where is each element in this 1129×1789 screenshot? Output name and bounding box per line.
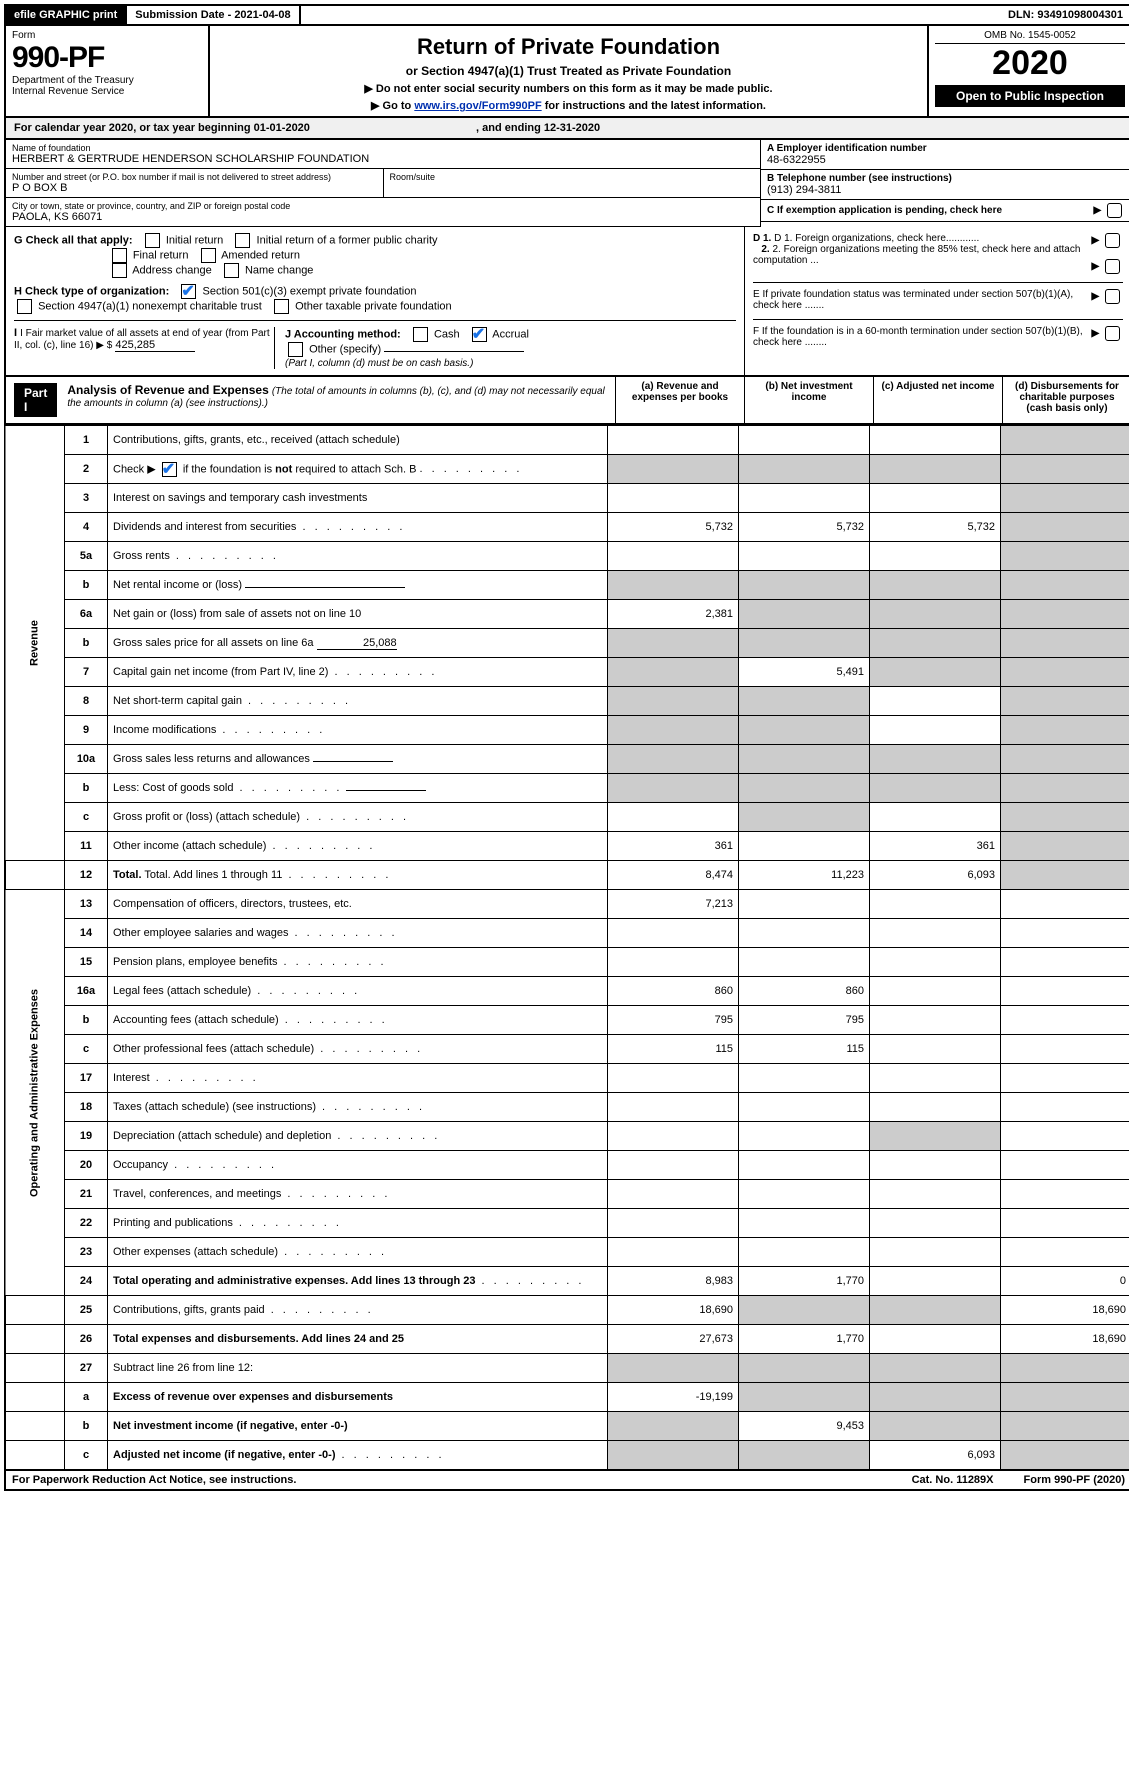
ssn-warning: ▶ Do not enter social security numbers o… — [218, 82, 919, 95]
form-title: Return of Private Foundation — [218, 34, 919, 60]
form-box: Form 990-PF Department of the Treasury I… — [6, 26, 210, 116]
cat-no: Cat. No. 11289X — [912, 1474, 994, 1486]
dept-1: Department of the Treasury — [12, 75, 202, 86]
city-cell: City or town, state or province, country… — [6, 198, 760, 227]
dln: DLN: 93491098004301 — [1000, 6, 1129, 24]
form-ref: Form 990-PF (2020) — [1024, 1474, 1125, 1486]
dept-2: Internal Revenue Service — [12, 86, 202, 97]
cb-cash[interactable] — [413, 327, 428, 342]
room-cell: Room/suite — [383, 169, 761, 198]
footer: For Paperwork Reduction Act Notice, see … — [4, 1471, 1129, 1491]
g-row: G Check all that apply: Initial return I… — [14, 233, 736, 278]
fmv-value: 425,285 — [115, 339, 195, 352]
cb-schb[interactable] — [162, 462, 177, 477]
col-b-hdr: (b) Net investment income — [744, 377, 873, 423]
cb-d2[interactable] — [1105, 259, 1120, 274]
cb-initial-return[interactable] — [145, 233, 160, 248]
cb-f[interactable] — [1105, 326, 1120, 341]
form-word: Form — [12, 30, 202, 41]
year-box: OMB No. 1545-0052 2020 Open to Public In… — [929, 26, 1129, 116]
h-row: H Check type of organization: Section 50… — [14, 284, 736, 314]
cb-other-method[interactable] — [288, 342, 303, 357]
paperwork-notice: For Paperwork Reduction Act Notice, see … — [12, 1474, 296, 1486]
ij-row: I I Fair market value of all assets at e… — [14, 320, 736, 369]
goto-hint: ▶ Go to www.irs.gov/Form990PF for instru… — [218, 99, 919, 112]
exemption-cell: C If exemption application is pending, c… — [761, 200, 1129, 222]
lines-table: Revenue 1Contributions, gifts, grants, e… — [4, 425, 1129, 1471]
foundation-name-cell: Name of foundation HERBERT & GERTRUDE HE… — [6, 140, 760, 169]
tax-year: 2020 — [935, 44, 1125, 83]
top-bar: efile GRAPHIC print Submission Date - 20… — [4, 4, 1129, 26]
part-badge: Part I — [14, 383, 57, 417]
efile-tag: efile GRAPHIC print — [6, 6, 127, 24]
cb-final-return[interactable] — [112, 248, 127, 263]
title-box: Return of Private Foundation or Section … — [210, 26, 929, 116]
ein-cell: A Employer identification number 48-6322… — [761, 140, 1129, 170]
omb-number: OMB No. 1545-0052 — [935, 30, 1125, 44]
cb-name-change[interactable] — [224, 263, 239, 278]
exemption-checkbox[interactable] — [1107, 203, 1122, 218]
col-c-hdr: (c) Adjusted net income — [873, 377, 1002, 423]
cb-accrual[interactable] — [472, 327, 487, 342]
f-row: F If the foundation is in a 60-month ter… — [753, 319, 1123, 348]
col-a-hdr: (a) Revenue and expenses per books — [615, 377, 744, 423]
expenses-label: Operating and Administrative Expenses — [5, 890, 65, 1296]
cb-4947[interactable] — [17, 299, 32, 314]
calendar-row: For calendar year 2020, or tax year begi… — [4, 118, 1129, 140]
e-row: E If private foundation status was termi… — [753, 282, 1123, 311]
part1-header: Part I Analysis of Revenue and Expenses … — [4, 377, 1129, 425]
revenue-label: Revenue — [5, 426, 65, 861]
header: Form 990-PF Department of the Treasury I… — [4, 26, 1129, 118]
cb-initial-former[interactable] — [235, 233, 250, 248]
cb-d1[interactable] — [1105, 233, 1120, 248]
submission-date: Submission Date - 2021-04-08 — [127, 6, 300, 24]
form-subtitle: or Section 4947(a)(1) Trust Treated as P… — [218, 64, 919, 78]
cb-e[interactable] — [1105, 289, 1120, 304]
cb-other-taxable[interactable] — [274, 299, 289, 314]
address-cell: Number and street (or P.O. box number if… — [6, 169, 383, 198]
info-grid: Name of foundation HERBERT & GERTRUDE HE… — [4, 140, 1129, 227]
form-number: 990-PF — [12, 41, 202, 75]
phone-cell: B Telephone number (see instructions) (9… — [761, 170, 1129, 200]
check-section: G Check all that apply: Initial return I… — [4, 227, 1129, 377]
d-row: D 1. D 1. Foreign organizations, check h… — [753, 233, 1123, 274]
open-public: Open to Public Inspection — [935, 85, 1125, 107]
cb-address-change[interactable] — [112, 263, 127, 278]
cb-501c3[interactable] — [181, 284, 196, 299]
irs-link[interactable]: www.irs.gov/Form990PF — [414, 100, 541, 112]
col-d-hdr: (d) Disbursements for charitable purpose… — [1002, 377, 1129, 423]
cb-amended-return[interactable] — [201, 248, 216, 263]
